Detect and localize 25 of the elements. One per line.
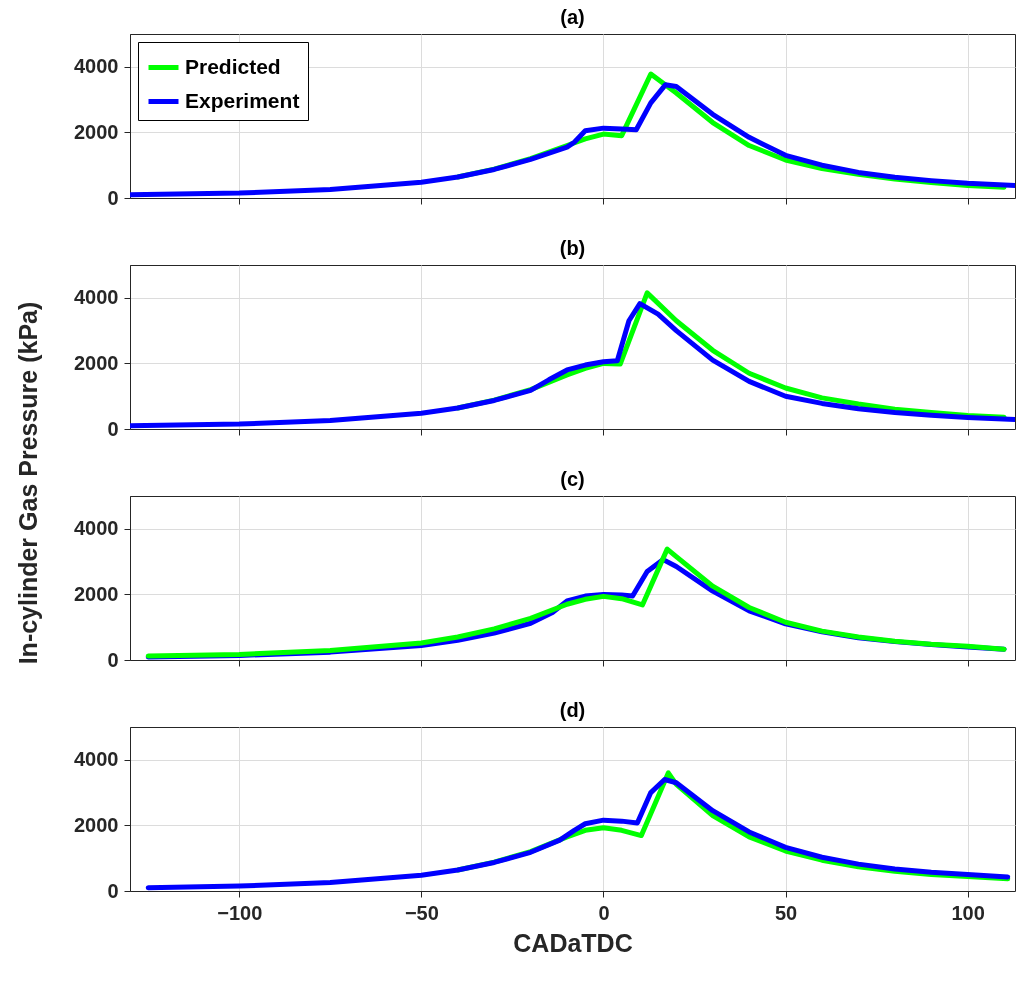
x-tick-label: 0 [598, 901, 610, 924]
x-tick-label: 100 [951, 901, 985, 924]
y-tick-label: 0 [107, 417, 119, 440]
x-tick-label: −100 [217, 901, 263, 924]
y-tick-label: 4000 [74, 517, 119, 540]
chart-title: (d) [559, 699, 586, 721]
y-axis-title: In-cylinder Gas Pressure (kPa) [13, 301, 43, 665]
y-tick-label: 2000 [74, 351, 119, 374]
y-tick-label: 0 [107, 186, 119, 209]
y-tick-label: 2000 [74, 813, 119, 836]
y-tick-label: 4000 [74, 286, 119, 309]
y-tick-label: 4000 [74, 748, 119, 771]
legend-label: Experiment [185, 88, 300, 112]
chart-title: (b) [559, 237, 586, 259]
legend-label: Predicted [185, 54, 281, 78]
x-tick-label: −50 [404, 901, 439, 924]
y-tick-label: 2000 [74, 582, 119, 605]
chart-title: (c) [560, 468, 585, 490]
y-tick-label: 0 [107, 879, 119, 902]
y-tick-label: 4000 [74, 55, 119, 78]
x-tick-label: 50 [774, 901, 798, 924]
x-axis-title: CADaTDC [513, 928, 633, 957]
chart-title: (a) [560, 6, 585, 28]
y-tick-label: 2000 [74, 120, 119, 143]
y-tick-label: 0 [107, 648, 119, 671]
